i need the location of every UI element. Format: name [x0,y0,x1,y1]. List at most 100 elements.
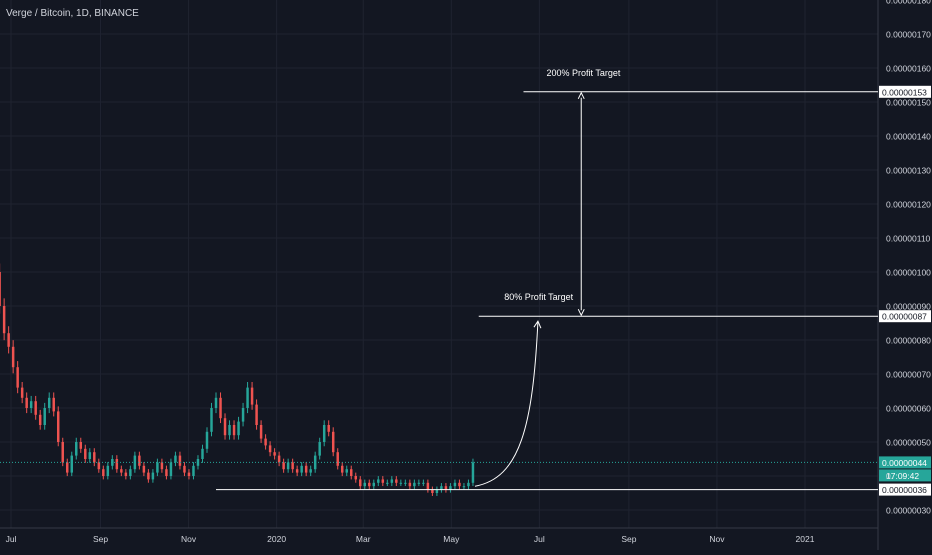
candle-body [354,476,357,480]
candle-body [426,482,430,490]
level-price-text: 0.00000087 [882,312,927,322]
candle-body [336,452,339,466]
candle-body [453,482,457,487]
candle-body [232,425,236,436]
candle-body [435,489,439,493]
candle-body [377,479,380,483]
chart-title: Verge / Bitcoin, 1D, BINANCE [6,8,139,19]
candle-body [43,408,46,425]
candle-body [318,442,321,456]
x-tick-label: May [443,534,460,544]
candle-body [413,482,416,487]
candle-body [241,408,245,422]
candle-body [386,482,389,484]
x-tick-label: Mar [356,534,371,544]
candle-body [196,459,200,466]
candle-body [0,272,1,306]
candle-body [178,455,182,466]
candle-body [138,455,141,466]
candle-body [192,465,195,476]
level-price-text: 0.00000153 [882,87,927,97]
candle-body [381,479,385,483]
candle-body [363,482,367,487]
candle-body [471,462,475,483]
candle-body [11,346,15,368]
candle-body [205,431,209,449]
candle-body [408,482,412,487]
level-price-tag [879,310,931,323]
y-tick-label: 0.00000090 [886,302,931,312]
y-tick-label: 0.00000070 [886,370,931,380]
candle-body [399,482,403,484]
candle-body [372,482,376,487]
candle-body [309,469,312,473]
candle-body [219,397,222,419]
candle-body [156,462,159,473]
candle-body [29,401,33,408]
candle-body [327,425,330,432]
candle-body [88,452,92,459]
y-tick-label: 0.00000150 [886,98,931,108]
candle-body [129,469,132,476]
arrow-head-down [577,308,585,317]
candle-body [47,397,51,408]
candle-body [345,469,348,473]
candle-body [25,397,28,408]
candle-body [52,397,55,412]
level-label: 80% Profit Target [504,292,573,302]
candle-body [106,465,110,476]
candle-body [322,425,326,442]
candle-body [395,479,398,483]
candle-body [160,462,164,470]
candle-body [250,387,254,405]
candle-body [268,445,272,453]
y-tick-label: 0.00000100 [886,268,931,278]
candle-body [255,404,258,425]
candle-body [133,455,137,470]
candle-body [462,486,466,488]
x-tick-label: Sep [621,534,636,544]
last-price-tag [879,456,931,469]
y-tick-label: 0.00000050 [886,438,931,448]
candle-body [84,448,87,459]
candle-body [169,462,173,476]
candle-body [259,425,263,439]
level-label: 200% Profit Target [547,68,621,78]
candle-body [417,482,421,484]
candle-body [246,387,249,408]
candle-body [147,472,150,480]
candle-body [300,465,303,473]
candle-body [111,459,114,466]
candle-body [350,469,353,476]
candle-body [277,455,281,463]
candle-body [142,465,146,473]
candle-body [467,482,470,487]
candle-body [66,462,69,473]
y-tick-label: 0.00000170 [886,30,931,40]
candle-body [2,306,6,334]
x-tick-label: Nov [181,534,197,544]
candle-body [93,452,96,463]
candle-body [183,465,186,473]
candle-body [201,448,204,459]
y-tick-label: 0.00000080 [886,336,931,346]
candle-body [223,418,227,436]
candle-body [273,452,276,456]
y-tick-label: 0.00000130 [886,166,931,176]
candle-body [61,442,64,463]
candle-body [7,333,10,347]
candle-body [102,469,105,476]
candle-body [291,462,294,470]
candle-body [282,462,285,470]
candle-body [368,482,371,487]
candle-body [214,397,218,408]
arrow-head-up [577,91,585,100]
x-tick-label: 2021 [796,534,815,544]
candle-body [165,469,168,476]
candle-body [440,486,443,490]
curve-arrow-head [533,320,542,329]
y-tick-label: 0.00000180 [886,0,931,6]
candle-body [70,455,73,473]
